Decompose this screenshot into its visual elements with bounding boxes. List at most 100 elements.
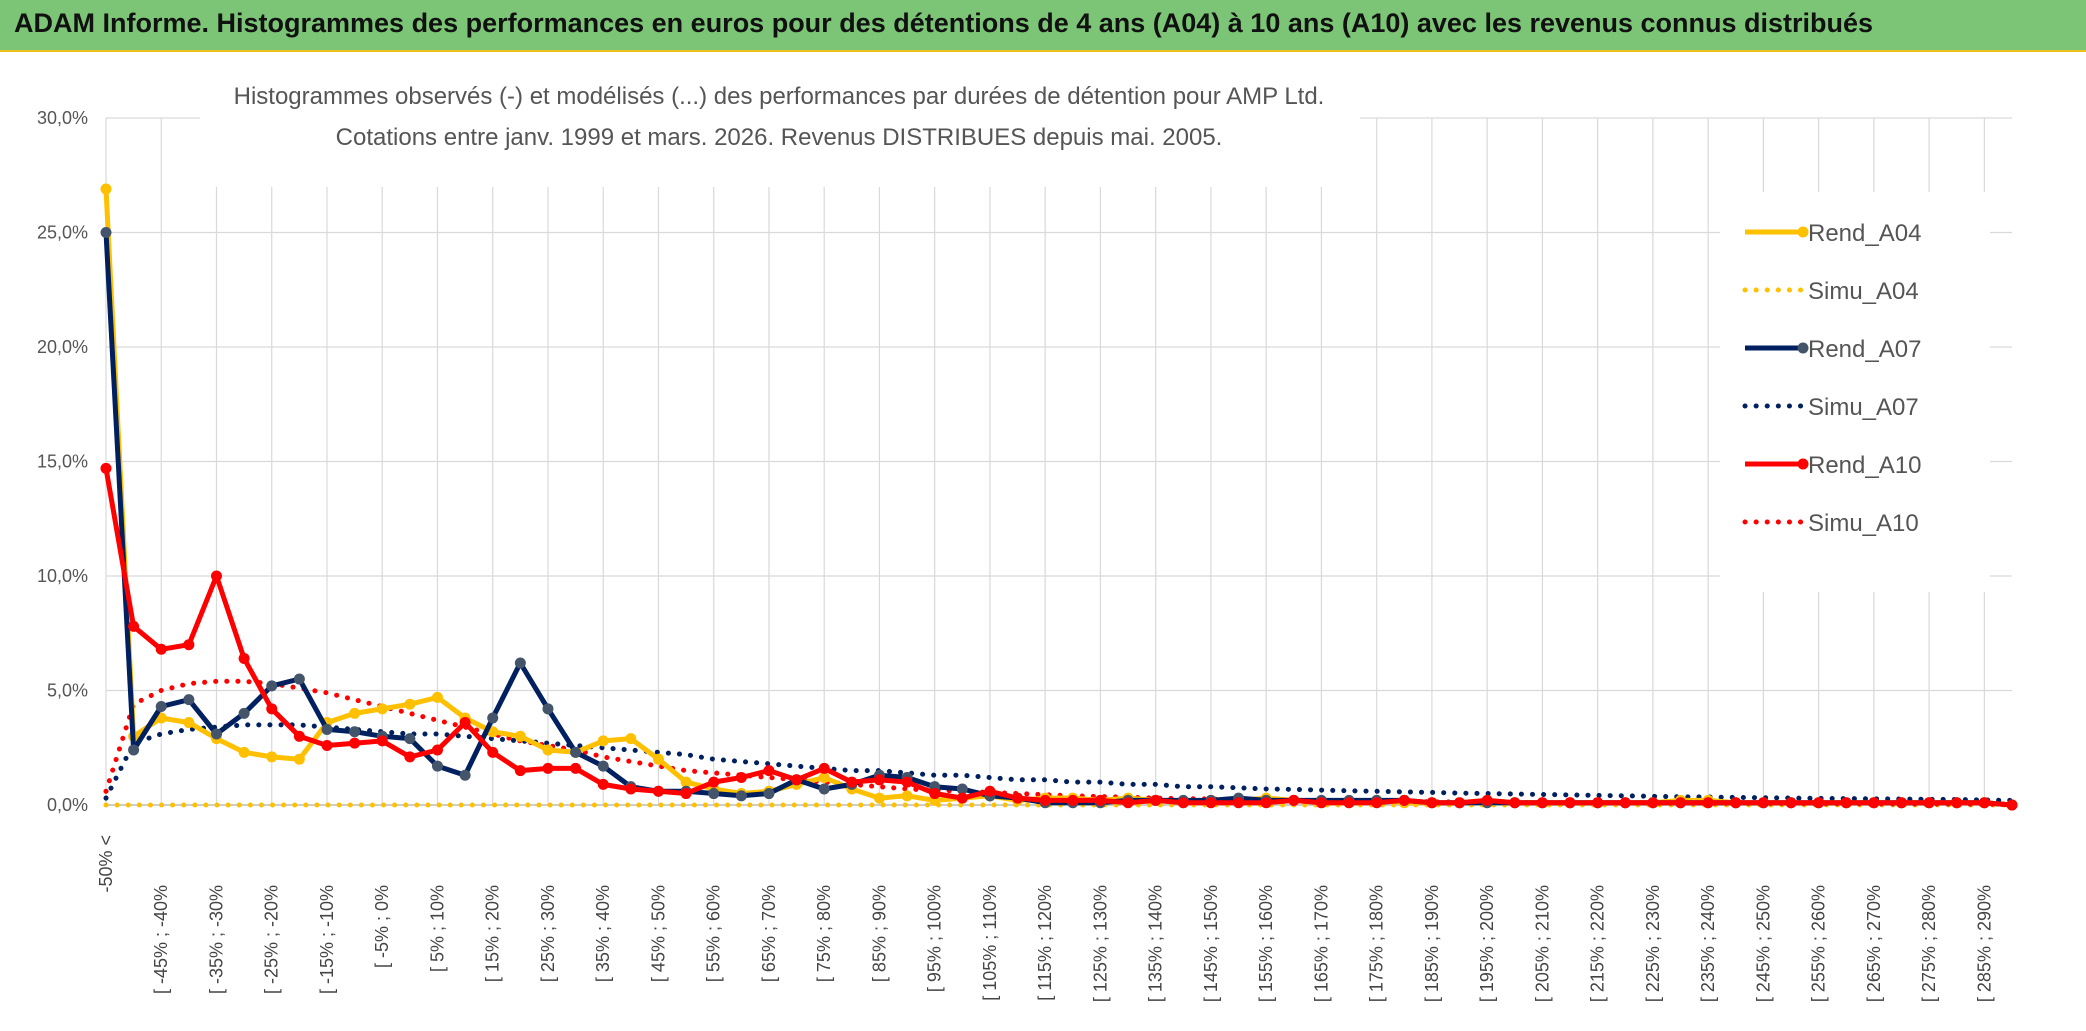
x-tick-label: [ 205% ; 210% [1532, 885, 1552, 1002]
chart-title-line1: Histogrammes observés (-) et modélisés (… [234, 83, 1325, 110]
chart-title-line2: Cotations entre janv. 1999 et mars. 2026… [336, 124, 1223, 151]
rend-a07-point [128, 744, 140, 756]
rend-a07-point [708, 788, 720, 800]
rend-a10-point [1012, 792, 1024, 804]
rend-a10-point [901, 776, 913, 788]
rend-a10-point [929, 788, 941, 800]
rend-a04-point [100, 183, 112, 195]
rend-a10-point [293, 730, 305, 742]
rend-a04-point [293, 753, 305, 765]
rend-a07-point [155, 701, 167, 713]
x-tick-label: [ 245% ; 250% [1753, 885, 1773, 1002]
rend-a04-point [818, 772, 830, 784]
x-axis-ticks: -50% < [ -45% ; -40% [ -35% ; -30% [ -25% ;… [96, 835, 1994, 1002]
rend-a04-point [652, 753, 664, 765]
rend-a07-point [514, 657, 526, 669]
x-tick-label: [ -25% ; -20% [262, 885, 282, 994]
rend-a04-point [873, 792, 885, 804]
y-tick-label: 15,0% [37, 452, 88, 472]
rend-a04-point [680, 776, 692, 788]
x-tick-label: [ 135% ; 140% [1146, 885, 1166, 1002]
y-tick-label: 0,0% [47, 795, 88, 815]
rend-a07-point [487, 712, 499, 724]
rend-a10-point [404, 751, 416, 763]
rend-a10-point [818, 762, 830, 774]
rend-a07-point [735, 790, 747, 802]
rend-a10-point [349, 737, 361, 749]
rend-a07-point [100, 227, 112, 238]
rend-a10-point [100, 462, 112, 474]
rend-a04-point [349, 707, 361, 719]
rend-a10-point [487, 746, 499, 758]
x-tick-label: [ 225% ; 230% [1643, 885, 1663, 1002]
rend-a10-point [128, 620, 140, 632]
rend-a10-point [1757, 797, 1769, 809]
rend-a10-point [956, 792, 968, 804]
x-tick-label: [ 85% ; 90% [869, 885, 889, 982]
rend-a10-point [1509, 797, 1521, 809]
simu-a07-line [103, 722, 2015, 803]
x-tick-label: [ -5% ; 0% [372, 885, 392, 968]
rend-a10-point [680, 788, 692, 800]
gridlines [105, 117, 2012, 806]
legend-label-simu-a07: Simu_A07 [1808, 394, 1919, 421]
rend-a10-point [1426, 797, 1438, 809]
chart-legend: Rend_A04 Simu_A04 Rend_A07 Simu_A07 Rend_A10… [1742, 220, 1921, 537]
rend-a07-point [404, 733, 416, 745]
legend-marker-rend-a04 [1797, 226, 1809, 238]
rend-a10-point [1398, 794, 1410, 806]
x-tick-label: [ 95% ; 100% [925, 885, 945, 992]
x-tick-label: [ 165% ; 170% [1311, 885, 1331, 1002]
legend-label-simu-a10: Simu_A10 [1808, 510, 1919, 537]
rend-a04-point [266, 751, 278, 763]
x-tick-label: [ 45% ; 50% [648, 885, 668, 982]
rend-a10-point [1564, 797, 1576, 809]
rend-a10-point [1233, 797, 1245, 809]
rend-a10-point [2006, 799, 2018, 811]
rend-a07-point [238, 707, 250, 719]
rend-a10-point [791, 774, 803, 786]
legend-backdrop [1720, 192, 1990, 592]
x-tick-label: [ 285% ; 290% [1974, 885, 1994, 1002]
rend-a07-point [431, 760, 443, 772]
rend-a10-point [1978, 797, 1990, 809]
rend-a07-point [956, 783, 968, 795]
rend-a10-point [1675, 797, 1687, 809]
rend-a04-point [901, 790, 913, 802]
rend-a10-point [1094, 794, 1106, 806]
plot-series [100, 183, 2018, 811]
rend-a10-point [542, 762, 554, 774]
rend-a10-point [1868, 797, 1880, 809]
x-tick-label: [ 235% ; 240% [1698, 885, 1718, 1002]
rend-a10-point [1702, 797, 1714, 809]
y-tick-label: 10,0% [37, 566, 88, 586]
y-tick-label: 25,0% [37, 223, 88, 243]
rend-a07-point [349, 726, 361, 738]
rend-a10-point [597, 778, 609, 790]
rend-a10-point [1177, 797, 1189, 809]
x-tick-label: [ 215% ; 220% [1588, 885, 1608, 1002]
rend-a10-point [1481, 794, 1493, 806]
legend-marker-rend-a10 [1797, 458, 1809, 470]
rend-a10-point [1840, 797, 1852, 809]
rend-a07-point [183, 694, 195, 706]
rend-a04-point [404, 698, 416, 710]
rend-a04-point [431, 691, 443, 703]
rend-a10-point [1288, 794, 1300, 806]
rend-a07-point [210, 728, 222, 740]
rend-a10-point [1454, 797, 1466, 809]
x-tick-label: [ 145% ; 150% [1201, 885, 1221, 1002]
rend-a10-point [1951, 797, 1963, 809]
rend-a07-point [597, 760, 609, 772]
rend-a10-point [763, 765, 775, 777]
x-tick-label: [ 65% ; 70% [759, 885, 779, 982]
rend-a10-point [625, 783, 637, 795]
x-tick-label: [ 265% ; 270% [1864, 885, 1884, 1002]
y-tick-label: 30,0% [37, 108, 88, 128]
x-tick-label: [ 105% ; 110% [980, 885, 1000, 1001]
rend-a04-point [514, 730, 526, 742]
rend-a10-point [1343, 797, 1355, 809]
rend-a10-point [1260, 797, 1272, 809]
rend-a10-point [1813, 797, 1825, 809]
x-tick-label: [ 275% ; 280% [1919, 885, 1939, 1002]
